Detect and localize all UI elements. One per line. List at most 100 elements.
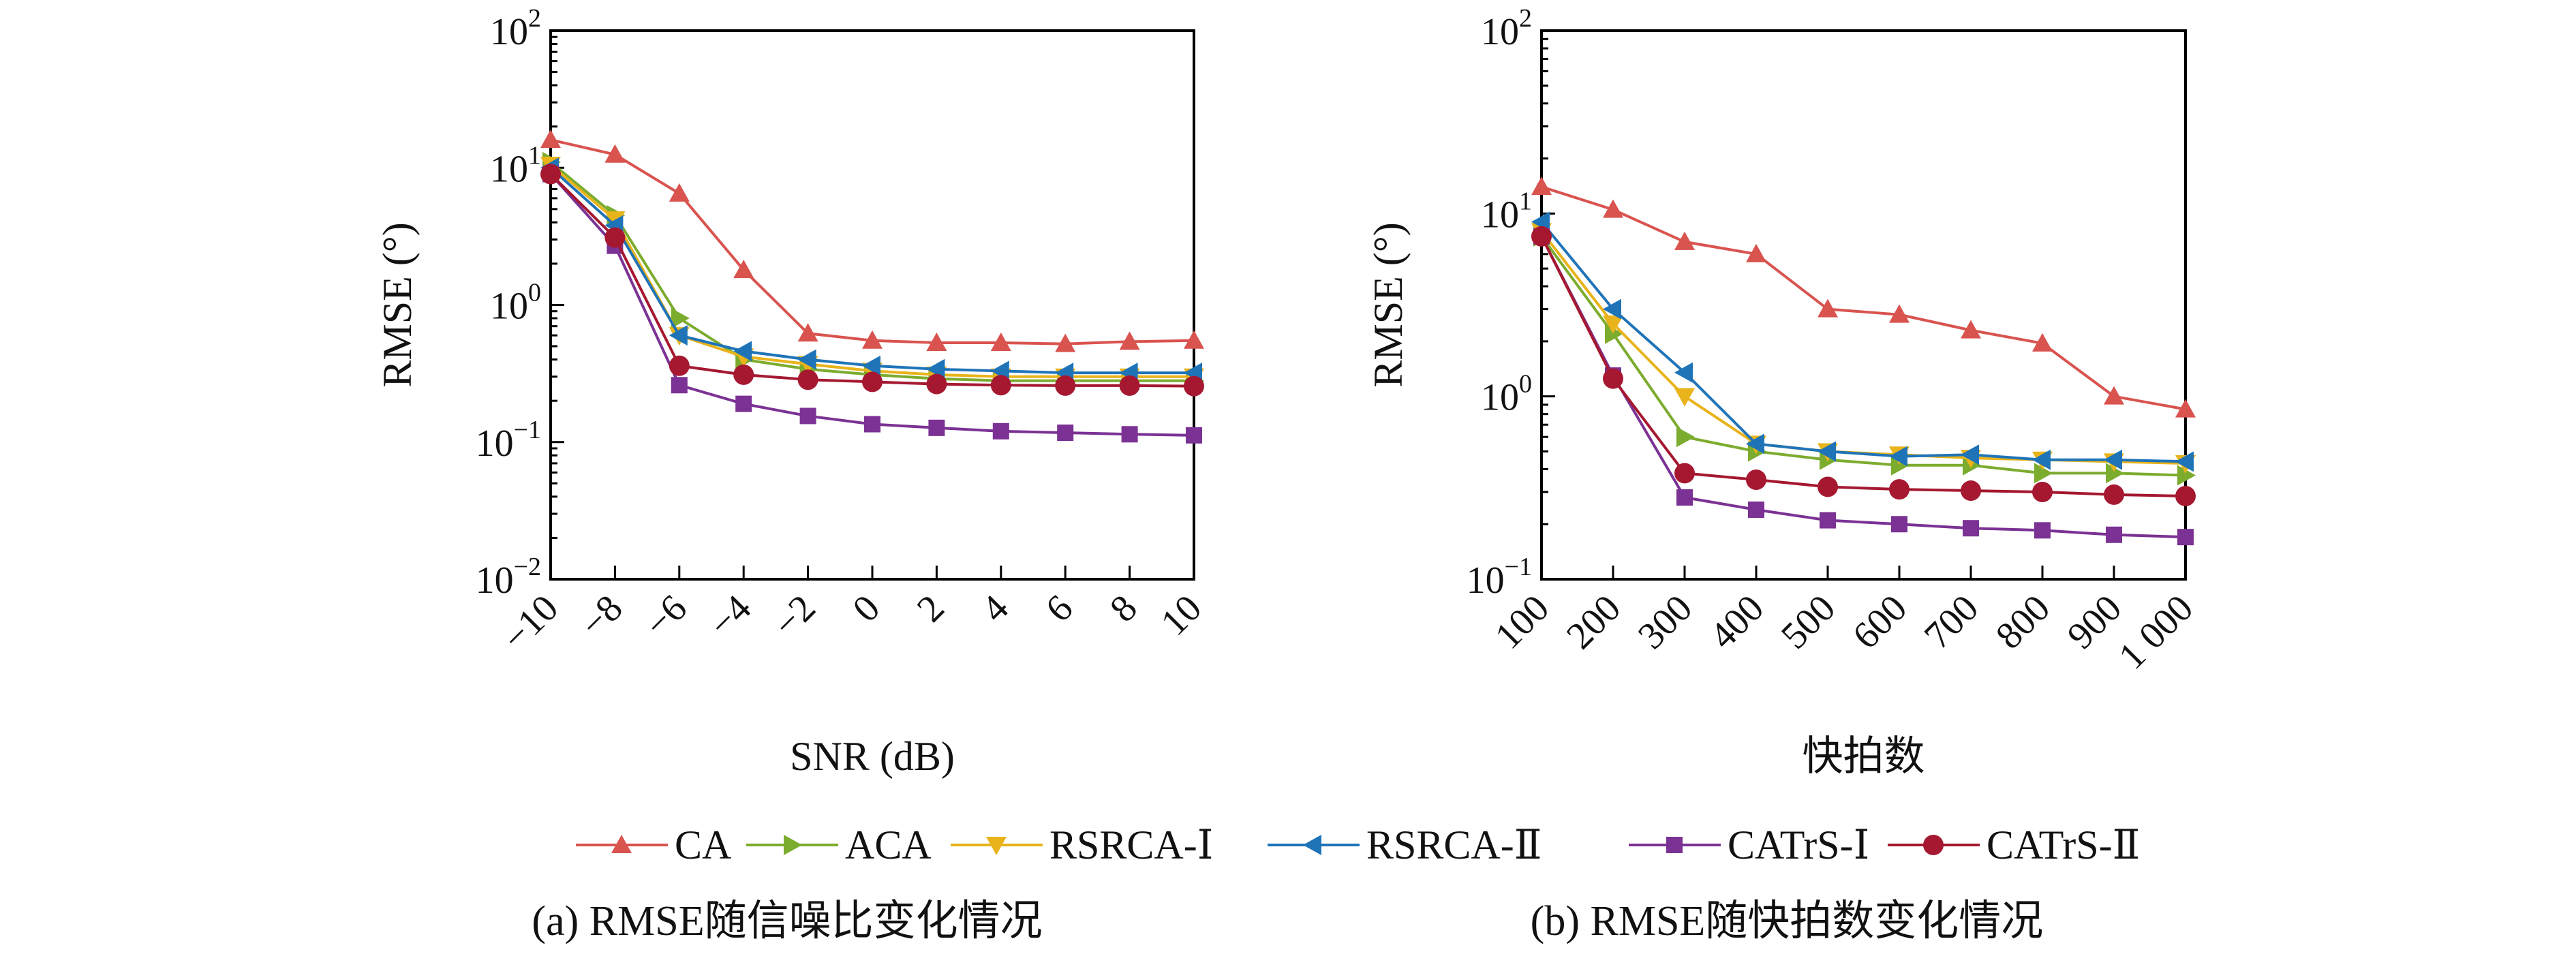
data-point: [928, 419, 945, 436]
data-point: [1748, 501, 1764, 518]
data-point: [1674, 463, 1695, 484]
data-point: [1818, 476, 1838, 497]
caption-b: (b) RMSE随快拍数变化情况: [1531, 898, 2044, 944]
data-point: [2104, 484, 2124, 505]
data-point: [1961, 480, 1981, 502]
y-tick-label: 102: [490, 4, 541, 53]
chart-panel-b: 10−1 100 101 102 100 200 300 400 500 600 700 800 900…: [1366, 4, 2201, 779]
legend-label: CATrS-Ⅰ: [1728, 822, 1869, 867]
x-tick-label: −6: [637, 587, 695, 645]
y-tick-label: 10−2: [476, 553, 541, 602]
data-point: [864, 416, 880, 433]
series-line: [1540, 235, 2186, 477]
data-point: [2175, 399, 2196, 418]
x-tick-label: 1 000: [2111, 587, 2201, 677]
data-point: [1119, 331, 1140, 350]
data-point: [926, 358, 945, 380]
y-tick-label: 100: [1481, 370, 1532, 419]
data-point: [1818, 298, 1838, 318]
series-CATrS-Ⅱ: [1531, 226, 2196, 506]
x-tick-label: 200: [1559, 587, 1629, 657]
data-point: [733, 260, 754, 279]
legend-item: RSRCA-Ⅰ: [951, 822, 1213, 867]
plot-frame: [549, 29, 1195, 581]
series-line: [1540, 235, 2186, 539]
data-point: [2106, 463, 2124, 484]
series-RSRCA-Ⅱ: [540, 157, 1202, 384]
data-point: [2106, 526, 2122, 543]
data-point: [1055, 375, 1076, 396]
data-point: [1674, 231, 1695, 250]
data-point: [1057, 425, 1074, 442]
y-tick-label: 102: [1481, 4, 1532, 53]
data-point: [2032, 333, 2053, 352]
y-tick-label: 100: [490, 279, 541, 328]
y-tick-label: 10−1: [476, 416, 541, 465]
legend-item: RSRCA-Ⅱ: [1268, 822, 1542, 867]
caption-a: (a) RMSE随信噪比变化情况: [532, 898, 1042, 944]
data-point: [671, 377, 688, 394]
series-CA: [1531, 176, 2196, 418]
legend-label: CATrS-Ⅱ: [1987, 822, 2140, 867]
x-tick-label: 300: [1630, 587, 1700, 657]
x-tick-label: −2: [765, 587, 824, 645]
data-point: [1603, 315, 1623, 334]
x-tick-label: 10: [1153, 587, 1210, 643]
data-point: [926, 373, 947, 395]
data-point: [990, 375, 1011, 396]
data-point: [862, 371, 883, 393]
series-RSRCA-Ⅱ: [1531, 211, 2194, 472]
data-point: [1603, 368, 1623, 389]
legend-label: RSRCA-Ⅰ: [1049, 822, 1213, 867]
x-tick-label: 4: [973, 587, 1017, 630]
data-point: [1603, 199, 1623, 218]
data-point: [1119, 375, 1140, 396]
legend: CA ACA RSRCA-Ⅰ RSRCA-Ⅱ CATrS-Ⅰ CATrS-Ⅱ: [576, 822, 2140, 867]
x-tick-label: −4: [701, 587, 759, 645]
data-point: [1531, 176, 1552, 196]
legend-item: CA: [576, 822, 731, 867]
plot-frame: [1540, 29, 2187, 581]
data-point: [2104, 386, 2124, 405]
legend-marker: [784, 835, 802, 855]
data-point: [797, 323, 818, 342]
data-point: [669, 355, 690, 376]
series-ACA: [1533, 226, 2196, 486]
data-point: [1746, 433, 1764, 455]
data-point: [671, 308, 690, 329]
data-point: [1889, 446, 1907, 467]
legend-marker: [1303, 835, 1321, 855]
data-point: [2032, 449, 2051, 470]
legend-marker: [611, 835, 632, 853]
legend-item: ACA: [746, 822, 932, 867]
data-point: [1184, 375, 1204, 397]
data-point: [1889, 304, 1910, 323]
data-point: [2177, 529, 2194, 546]
data-point: [2175, 485, 2196, 506]
data-point: [1889, 479, 1910, 500]
data-point: [1746, 470, 1766, 491]
data-point: [2175, 451, 2194, 472]
data-point: [1676, 489, 1693, 506]
data-point: [1891, 455, 1910, 476]
data-point: [1186, 427, 1202, 444]
series-CATrS-Ⅱ: [540, 164, 1204, 397]
y-axis-label: RMSE (°): [375, 222, 420, 387]
y-tick-label: 101: [1481, 187, 1532, 236]
legend-label: ACA: [845, 822, 932, 867]
data-point: [1603, 298, 1621, 320]
data-point: [540, 129, 561, 149]
data-point: [669, 325, 688, 346]
legend-marker: [1923, 835, 1944, 855]
x-axis-label: 快拍数: [1803, 734, 1925, 779]
data-point: [733, 341, 752, 362]
data-point: [1746, 243, 1766, 262]
data-point: [1820, 512, 1836, 529]
data-point: [604, 144, 626, 163]
x-tick-label: 800: [1988, 587, 2058, 657]
data-point: [1184, 330, 1204, 349]
data-point: [1963, 520, 1979, 537]
